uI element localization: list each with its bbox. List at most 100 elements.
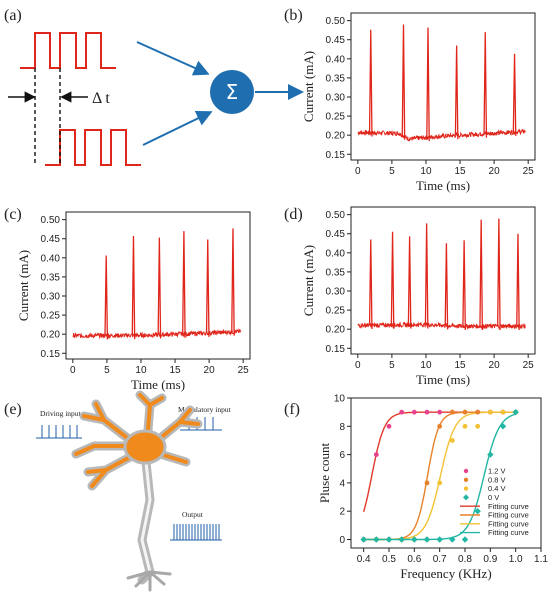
data-point — [399, 409, 405, 415]
panel-d: (d) 0 5 10 15 20 25 0.15 0.20 0.25 0.30 0.35 0.40 0.… — [284, 206, 536, 387]
x-tick-label: 0 — [355, 166, 361, 177]
data-point — [437, 409, 443, 415]
x-tick-label: 10 — [135, 365, 147, 376]
spike — [483, 32, 488, 138]
legend-entry: Fitting curve — [488, 519, 529, 528]
data-point — [475, 423, 481, 429]
legend-marker — [463, 494, 469, 501]
data-point — [424, 409, 430, 415]
y-tick-label: 0.35 — [326, 73, 346, 84]
x-tick-label: 15 — [454, 166, 466, 177]
spike — [407, 236, 412, 329]
panel-label-f: (f) — [284, 401, 300, 418]
x-tick-label: 10 — [420, 360, 432, 371]
data-point — [474, 508, 481, 515]
plot-frame — [350, 12, 536, 161]
legend-entry: 1.2 V — [488, 467, 506, 476]
y-tick-label: 0.35 — [41, 272, 61, 283]
y-tick-label: 0.45 — [326, 35, 346, 46]
legend-entry: Fitting curve — [488, 528, 529, 537]
y-tick-label: 2 — [339, 507, 345, 518]
data-point — [500, 409, 506, 415]
spike — [104, 255, 109, 340]
spike — [390, 231, 395, 329]
data-point — [499, 423, 507, 430]
data-point — [487, 451, 494, 458]
spike — [157, 237, 162, 339]
output-pulses — [170, 524, 222, 541]
data-point — [373, 536, 380, 543]
x-tick-label: 1.0 — [509, 554, 523, 565]
plot-frame — [350, 397, 542, 549]
y-tick-label: 0.45 — [41, 234, 61, 245]
y-axis-label: Current (mA) — [301, 51, 316, 122]
legend-marker — [463, 477, 469, 482]
y-tick-label: 0.45 — [326, 229, 346, 240]
y-tick-label: 0.25 — [326, 112, 346, 123]
x-tick-label: 0.4 — [357, 554, 371, 565]
spike — [454, 45, 459, 140]
x-tick-label: 0.5 — [382, 554, 396, 565]
data-point — [487, 409, 493, 415]
x-tick-label: 20 — [204, 365, 216, 376]
spike — [401, 24, 406, 140]
y-tick-label: 6 — [339, 450, 345, 461]
y-tick-label: 0.20 — [326, 325, 346, 336]
data-point — [373, 452, 379, 458]
panel-label-b: (b) — [284, 7, 303, 24]
y-tick-label: 0.20 — [326, 131, 346, 142]
y-tick-label: 0.50 — [326, 16, 346, 27]
signal-trace — [72, 327, 241, 340]
y-tick-label: 0.50 — [326, 210, 346, 221]
chart-c: 0 5 10 15 20 25 0.15 0.20 0.25 0.30 0.35 0.40 0.45 0.… — [16, 211, 251, 392]
spike — [205, 239, 210, 337]
driving-input-label: Driving input — [40, 409, 82, 418]
x-tick-label: 10 — [420, 166, 432, 177]
x-axis-label: Time (ms) — [416, 178, 470, 193]
spike — [424, 223, 429, 329]
neuron-icon — [71, 390, 203, 592]
x-tick-label: 5 — [389, 166, 395, 177]
x-tick-label: 25 — [523, 360, 535, 371]
spike — [462, 240, 466, 330]
spike — [231, 228, 235, 336]
data-point — [449, 438, 455, 443]
y-tick-label: 0 — [339, 535, 345, 546]
chart-d: 0 5 10 15 20 25 0.15 0.20 0.25 0.30 0.35 0.40 0.45 0.… — [301, 206, 536, 387]
chart-b: 0 5 10 15 20 25 0.15 0.20 0.25 0.30 0.35 0.40 0.45 0.… — [301, 12, 536, 193]
spike — [368, 29, 373, 137]
spike — [516, 233, 520, 330]
y-tick-label: 0.25 — [326, 306, 346, 317]
x-tick-label: 0 — [355, 360, 361, 371]
data-point — [449, 536, 456, 543]
legend-entry: Fitting curve — [488, 511, 529, 520]
x-tick-label: 0.7 — [433, 554, 447, 565]
data-point — [475, 409, 481, 415]
spike — [512, 53, 517, 136]
sum-icon: Σ — [226, 80, 239, 104]
x-tick-label: 5 — [389, 360, 395, 371]
pulse-train-bottom — [45, 129, 141, 166]
data-point — [386, 423, 392, 429]
x-tick-label: 25 — [238, 365, 250, 376]
y-axis-label: Current (mA) — [16, 250, 31, 321]
x-tick-label: 0.9 — [483, 554, 497, 565]
data-point — [512, 408, 519, 416]
signal-trace — [357, 128, 526, 142]
spike — [444, 243, 449, 330]
legend-marker — [463, 486, 469, 491]
delta-t-label: Δ t — [92, 90, 110, 107]
y-axis-label: Current (mA) — [301, 245, 316, 316]
x-tick-label: 0.8 — [458, 554, 472, 565]
y-tick-label: 0.40 — [326, 54, 346, 65]
x-axis-label: Frequency (KHz) — [400, 566, 491, 581]
pulse-train-top — [20, 32, 116, 69]
spike — [368, 239, 373, 330]
y-tick-label: 4 — [339, 478, 345, 489]
panel-b: (b) 0 5 10 15 20 25 0.15 0.20 0.25 0.30 0.35 0.40 0.… — [284, 7, 536, 193]
plot-frame — [350, 206, 536, 355]
sum-node — [210, 70, 254, 114]
data-point — [385, 536, 393, 543]
